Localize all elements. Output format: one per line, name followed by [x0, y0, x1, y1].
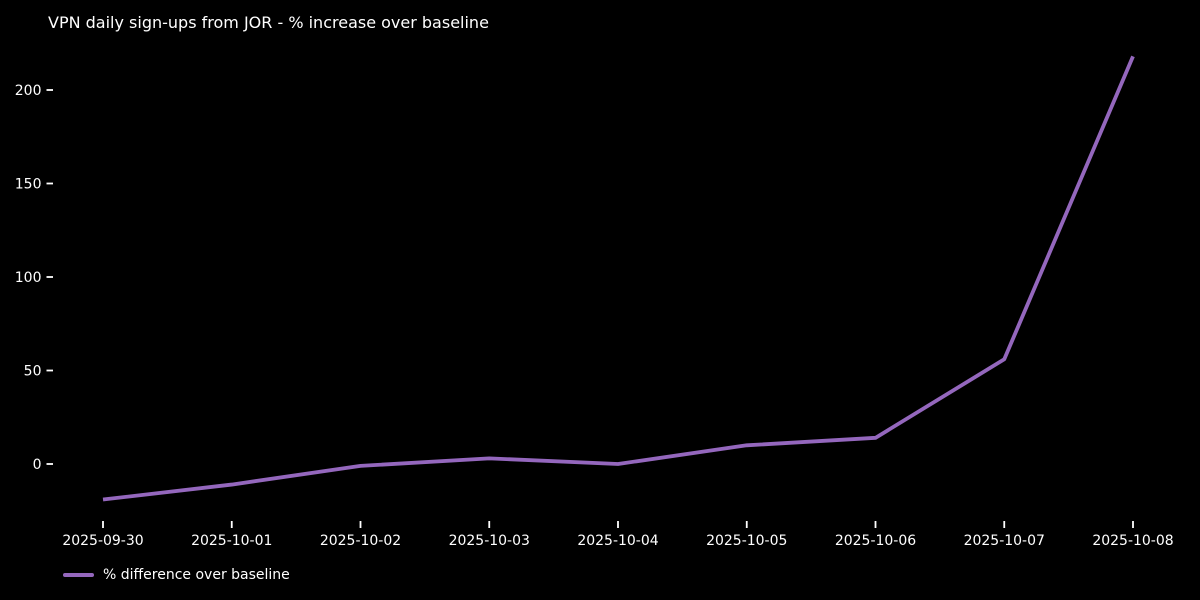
x-tick-label: 2025-10-07 — [964, 533, 1045, 549]
legend-label: % difference over baseline — [103, 567, 290, 583]
x-tick-label: 2025-09-30 — [62, 533, 143, 549]
x-tick-label: 2025-10-03 — [449, 533, 530, 549]
y-tick-label: 200 — [15, 83, 42, 99]
x-tick-label: 2025-10-04 — [577, 533, 658, 549]
x-tick-label: 2025-10-06 — [835, 533, 916, 549]
chart-title: VPN daily sign-ups from JOR - % increase… — [48, 13, 489, 32]
y-tick-label: 0 — [33, 457, 42, 473]
y-tick-label: 50 — [24, 364, 42, 380]
x-tick-label: 2025-10-01 — [191, 533, 272, 549]
y-tick-label: 150 — [15, 177, 42, 193]
series-line — [102, 55, 1135, 502]
x-tick-label: 2025-10-08 — [1092, 533, 1173, 549]
y-tick-label: 100 — [15, 270, 42, 286]
x-tick-label: 2025-10-02 — [320, 533, 401, 549]
legend: % difference over baseline — [63, 565, 290, 585]
x-tick-label: 2025-10-05 — [706, 533, 787, 549]
legend-line-swatch — [63, 573, 94, 577]
